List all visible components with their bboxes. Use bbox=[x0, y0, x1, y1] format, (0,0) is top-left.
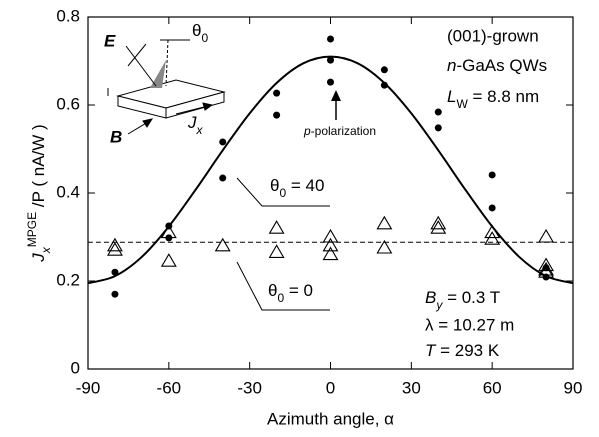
annotation-part: θ bbox=[268, 281, 277, 300]
data-point bbox=[327, 78, 334, 86]
annotation-part: p bbox=[303, 124, 311, 138]
data-point bbox=[327, 56, 334, 64]
inset-label-part: J bbox=[187, 113, 197, 132]
data-point bbox=[111, 268, 119, 276]
annotation-part: n bbox=[447, 56, 456, 75]
annotation: n-GaAs QWs bbox=[447, 56, 547, 75]
annotation: θ0 = 0 bbox=[268, 281, 313, 305]
x-tick-label: 60 bbox=[483, 378, 502, 397]
data-point bbox=[214, 237, 231, 252]
y-axis-label-part: x bbox=[39, 246, 53, 254]
annotation-part: = 0.3 T bbox=[442, 288, 500, 307]
annotation-part: = 293 K bbox=[435, 341, 499, 360]
y-axis-label-part: MPGE bbox=[25, 212, 39, 247]
data-point bbox=[273, 111, 281, 119]
inset-label: θ0 bbox=[192, 21, 208, 45]
data-point bbox=[488, 171, 496, 179]
data-point bbox=[538, 228, 555, 243]
data-point bbox=[538, 261, 555, 276]
data-point bbox=[219, 138, 227, 146]
data-point bbox=[322, 228, 339, 243]
inset-label: E bbox=[104, 31, 116, 50]
data-point bbox=[484, 231, 501, 245]
annotation-part: -GaAs QWs bbox=[456, 56, 547, 75]
data-point bbox=[488, 204, 496, 212]
inset-label-part: θ bbox=[192, 21, 201, 40]
x-axis-label: Azimuth angle, α bbox=[267, 409, 394, 428]
x-tick-label: 0 bbox=[326, 378, 335, 397]
annotation: λ = 10.27 m bbox=[425, 315, 514, 334]
data-point bbox=[376, 239, 393, 254]
fit-curve bbox=[87, 55, 574, 285]
annotation-part: 0 bbox=[279, 186, 286, 200]
leader-line bbox=[236, 261, 330, 311]
annotation: p-polarization bbox=[303, 124, 376, 138]
data-point bbox=[273, 89, 281, 97]
annotation: (001)-grown bbox=[447, 26, 539, 45]
data-point bbox=[376, 215, 393, 230]
leader-line bbox=[236, 177, 330, 207]
y-axis-label-part: /P ( nA/W ) bbox=[29, 124, 48, 212]
y-tick-label: 0.4 bbox=[56, 182, 80, 201]
x-tick-label: 90 bbox=[564, 378, 583, 397]
annotation-part: -polarization bbox=[311, 124, 376, 138]
annotation-part: y bbox=[435, 298, 443, 312]
data-point bbox=[106, 242, 123, 256]
y-tick-label: 0.8 bbox=[56, 6, 80, 25]
inset-label-part: x bbox=[196, 123, 204, 137]
inset-diagram bbox=[107, 39, 226, 135]
annotation: T = 293 K bbox=[425, 341, 500, 360]
data-point bbox=[268, 220, 285, 234]
data-point bbox=[380, 66, 388, 74]
data-point bbox=[160, 253, 177, 267]
x-tick-label: -60 bbox=[157, 378, 182, 397]
inset-label: Jx bbox=[187, 113, 204, 137]
annotation-part: 0 bbox=[277, 291, 284, 305]
data-point bbox=[434, 108, 442, 116]
annotation-part: = 8.8 nm bbox=[468, 87, 539, 106]
data-point bbox=[322, 246, 339, 261]
data-point bbox=[322, 237, 339, 252]
annotation-part: L bbox=[447, 87, 456, 106]
data-point bbox=[268, 244, 285, 258]
data-point bbox=[106, 237, 123, 252]
annotation: θ0 = 40 bbox=[270, 176, 324, 200]
inset-label: B bbox=[110, 127, 122, 146]
data-point bbox=[538, 257, 555, 272]
y-axis-label: JxMPGE /P ( nA/W ) bbox=[25, 124, 53, 262]
y-tick-label: 0 bbox=[71, 358, 80, 377]
annotation: LW = 8.8 nm bbox=[447, 87, 539, 111]
y-tick-label: 0.6 bbox=[56, 94, 80, 113]
data-point bbox=[430, 220, 447, 234]
x-tick-label: -90 bbox=[76, 378, 101, 397]
annotation-part: = 40 bbox=[286, 176, 324, 195]
annotation-part: = 0 bbox=[284, 281, 313, 300]
x-tick-label: 30 bbox=[402, 378, 421, 397]
y-tick-label: 0.2 bbox=[56, 270, 80, 289]
data-point bbox=[219, 174, 227, 182]
y-axis-label-part: J bbox=[29, 253, 48, 263]
x-tick-label: -30 bbox=[237, 378, 262, 397]
annotation: By = 0.3 T bbox=[425, 288, 500, 312]
data-point bbox=[434, 124, 442, 132]
annotation-part: θ bbox=[270, 176, 279, 195]
annotation-part: B bbox=[425, 288, 436, 307]
data-point bbox=[430, 215, 447, 230]
inset-label-part: 0 bbox=[201, 31, 208, 45]
data-point bbox=[327, 35, 334, 43]
arrowhead bbox=[331, 90, 341, 101]
data-point bbox=[111, 290, 119, 298]
annotation-part: T bbox=[425, 341, 437, 360]
annotation-part: W bbox=[456, 97, 468, 111]
